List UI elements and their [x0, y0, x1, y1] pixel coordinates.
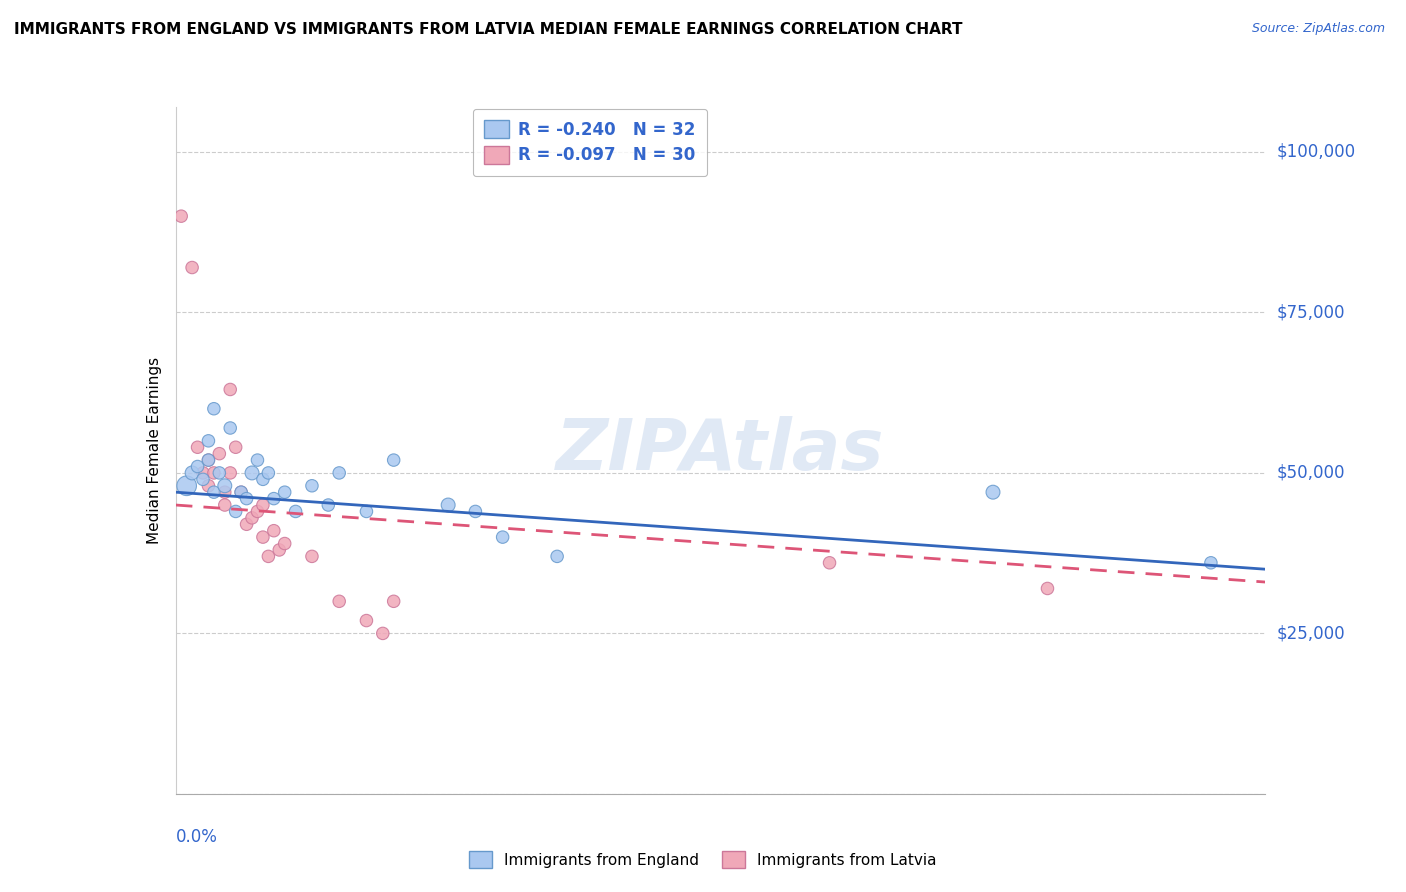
- Point: [225, 440, 247, 454]
- Point: [214, 485, 236, 500]
- Point: [170, 209, 193, 223]
- Point: [356, 504, 378, 518]
- Point: [197, 453, 219, 467]
- Point: [191, 466, 214, 480]
- Point: [269, 543, 291, 558]
- Point: [186, 459, 209, 474]
- Point: [181, 260, 204, 275]
- Point: [1036, 582, 1059, 596]
- Point: [492, 530, 515, 544]
- Point: [382, 453, 405, 467]
- Point: [274, 485, 297, 500]
- Point: [197, 434, 219, 448]
- Legend: Immigrants from England, Immigrants from Latvia: Immigrants from England, Immigrants from…: [461, 844, 945, 875]
- Legend: R = -0.240   N = 32, R = -0.097   N = 30: R = -0.240 N = 32, R = -0.097 N = 30: [472, 109, 707, 176]
- Point: [382, 594, 405, 608]
- Text: ZIPAtlas: ZIPAtlas: [557, 416, 884, 485]
- Point: [818, 556, 841, 570]
- Point: [202, 466, 225, 480]
- Point: [181, 466, 204, 480]
- Point: [219, 383, 242, 397]
- Point: [208, 466, 231, 480]
- Point: [208, 447, 231, 461]
- Point: [328, 466, 350, 480]
- Point: [191, 472, 214, 486]
- Point: [263, 524, 285, 538]
- Point: [219, 421, 242, 435]
- Point: [246, 453, 269, 467]
- Point: [202, 401, 225, 416]
- Point: [197, 453, 219, 467]
- Point: [301, 549, 323, 564]
- Point: [202, 485, 225, 500]
- Point: [240, 466, 263, 480]
- Point: [219, 466, 242, 480]
- Text: $100,000: $100,000: [1277, 143, 1355, 161]
- Point: [546, 549, 568, 564]
- Text: $50,000: $50,000: [1277, 464, 1346, 482]
- Point: [274, 536, 297, 550]
- Point: [246, 504, 269, 518]
- Text: 0.0%: 0.0%: [176, 828, 218, 847]
- Point: [252, 530, 274, 544]
- Point: [257, 549, 280, 564]
- Point: [464, 504, 486, 518]
- Point: [231, 485, 253, 500]
- Point: [356, 614, 378, 628]
- Point: [231, 485, 253, 500]
- Text: $75,000: $75,000: [1277, 303, 1346, 321]
- Point: [981, 485, 1004, 500]
- Point: [225, 504, 247, 518]
- Point: [186, 440, 209, 454]
- Point: [437, 498, 460, 512]
- Point: [235, 491, 257, 506]
- Point: [371, 626, 394, 640]
- Text: $25,000: $25,000: [1277, 624, 1346, 642]
- Point: [240, 511, 263, 525]
- Point: [284, 504, 307, 518]
- Point: [235, 517, 257, 532]
- Point: [252, 472, 274, 486]
- Point: [1199, 556, 1222, 570]
- Point: [318, 498, 340, 512]
- Y-axis label: Median Female Earnings: Median Female Earnings: [146, 357, 162, 544]
- Point: [214, 479, 236, 493]
- Point: [252, 498, 274, 512]
- Point: [257, 466, 280, 480]
- Point: [301, 479, 323, 493]
- Point: [263, 491, 285, 506]
- Text: Source: ZipAtlas.com: Source: ZipAtlas.com: [1251, 22, 1385, 36]
- Point: [214, 498, 236, 512]
- Point: [328, 594, 350, 608]
- Point: [197, 479, 219, 493]
- Text: IMMIGRANTS FROM ENGLAND VS IMMIGRANTS FROM LATVIA MEDIAN FEMALE EARNINGS CORRELA: IMMIGRANTS FROM ENGLAND VS IMMIGRANTS FR…: [14, 22, 963, 37]
- Point: [176, 479, 198, 493]
